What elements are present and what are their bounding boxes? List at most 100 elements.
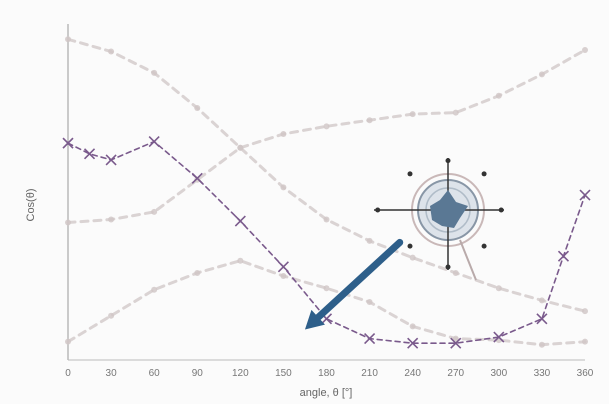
data-point xyxy=(364,333,376,345)
data-point xyxy=(108,312,115,319)
data-point xyxy=(538,297,545,304)
series-line xyxy=(66,259,587,347)
compass-tick-dot xyxy=(375,207,381,213)
x-tick-label: 210 xyxy=(361,368,378,379)
data-point-stroke xyxy=(450,337,462,349)
data-point xyxy=(557,250,570,262)
data-point-stroke xyxy=(148,136,160,148)
x-tick-labels: 0 30 60 90 120 150 180 210 240 270 300 330 360 xyxy=(65,368,594,379)
data-point-stroke xyxy=(105,154,117,166)
data-point xyxy=(280,184,287,191)
axes xyxy=(67,24,585,361)
compass-widget xyxy=(374,158,504,281)
compass-leader-line xyxy=(459,239,477,281)
arrow-shaft xyxy=(314,238,404,321)
compass-tick-dot xyxy=(445,264,451,270)
x-tick-label: 150 xyxy=(275,368,292,379)
data-point xyxy=(452,269,459,276)
data-point xyxy=(237,144,244,151)
data-point xyxy=(323,216,330,223)
x-tick-label: 120 xyxy=(232,368,249,379)
series-2 xyxy=(65,36,588,315)
data-point xyxy=(409,323,416,330)
data-point xyxy=(194,176,201,183)
data-point xyxy=(495,285,502,292)
data-point xyxy=(452,335,459,342)
compass-tick-dot xyxy=(445,158,451,164)
annotation-arrow xyxy=(304,238,404,330)
x-tick-label: 330 xyxy=(534,368,551,379)
data-point xyxy=(194,105,201,111)
data-point-stroke xyxy=(234,215,246,227)
data-point xyxy=(366,298,373,305)
compass-tick-dot xyxy=(481,243,487,249)
series-layer xyxy=(62,36,591,349)
data-point-stroke xyxy=(493,331,505,343)
x-tick-label: 0 xyxy=(65,368,71,379)
data-point xyxy=(536,313,548,325)
data-point xyxy=(409,111,416,118)
x-tick-label: 240 xyxy=(404,368,421,379)
compass-tick-dot xyxy=(407,243,413,249)
data-point-stroke xyxy=(364,333,376,345)
data-point xyxy=(493,331,505,343)
data-point xyxy=(538,71,545,78)
compass-rose xyxy=(430,190,468,228)
data-point xyxy=(151,286,158,293)
data-point xyxy=(237,257,244,264)
x-axis-title: angle, θ [°] xyxy=(300,387,353,399)
arrow-head xyxy=(304,309,325,330)
data-point xyxy=(323,285,330,292)
x-tick-label: 90 xyxy=(192,368,204,379)
data-point xyxy=(280,273,287,279)
data-point xyxy=(194,269,201,276)
y-axis-title: Cos(θ) xyxy=(25,188,37,221)
data-point-stroke xyxy=(536,313,548,325)
data-point-stroke xyxy=(191,172,203,184)
series-line xyxy=(66,37,587,313)
annotation-layer xyxy=(304,158,504,330)
x-tick-label: 300 xyxy=(490,368,507,379)
x-tick-label: 180 xyxy=(318,368,335,379)
data-point xyxy=(366,237,373,244)
data-point-stroke xyxy=(83,148,96,160)
data-point xyxy=(191,172,203,184)
data-point xyxy=(151,208,158,215)
x-tick-label: 360 xyxy=(577,368,594,379)
data-point xyxy=(148,136,160,148)
data-point xyxy=(105,154,117,166)
data-point xyxy=(108,216,115,223)
data-point xyxy=(65,219,71,226)
data-point-stroke xyxy=(277,261,289,273)
data-point xyxy=(407,337,419,349)
compass-tick-dot xyxy=(498,207,504,213)
data-point xyxy=(452,109,459,116)
data-point-stroke xyxy=(579,189,591,201)
series-3 xyxy=(65,46,588,226)
series-line xyxy=(67,140,586,345)
data-point xyxy=(582,46,588,53)
x-tick-label: 30 xyxy=(106,368,118,379)
data-point xyxy=(323,123,330,130)
data-point xyxy=(366,117,373,124)
data-point xyxy=(62,137,74,149)
data-point xyxy=(495,92,502,99)
data-point-stroke xyxy=(62,137,74,149)
data-point xyxy=(83,148,96,160)
data-point-stroke xyxy=(320,313,333,325)
compass-tick-dot xyxy=(407,171,413,177)
data-point xyxy=(151,69,158,76)
data-point-stroke xyxy=(407,337,419,349)
data-point-stroke xyxy=(557,250,570,262)
x-tick-label: 270 xyxy=(447,368,464,379)
data-point xyxy=(65,36,71,43)
data-point xyxy=(280,130,287,137)
data-point xyxy=(582,308,588,315)
series-line xyxy=(66,48,587,224)
data-point xyxy=(234,215,246,227)
data-point xyxy=(450,337,462,349)
data-point xyxy=(579,189,591,201)
x-tick-label: 60 xyxy=(149,368,161,379)
